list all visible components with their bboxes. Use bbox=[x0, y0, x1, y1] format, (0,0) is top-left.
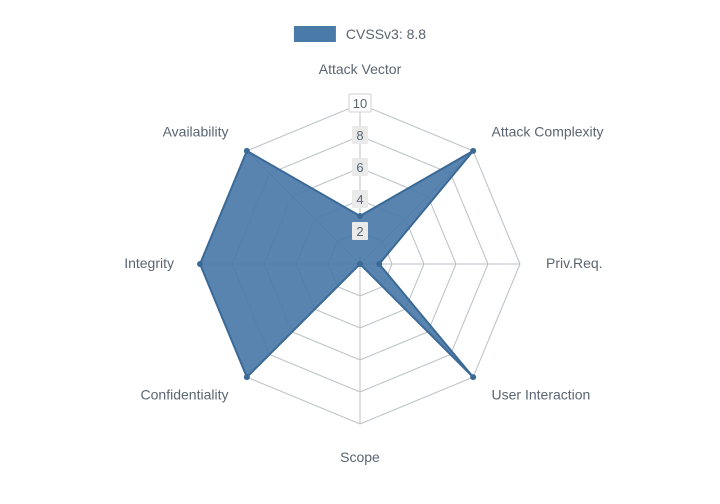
radar-series-point bbox=[357, 213, 363, 219]
tick-label: 10 bbox=[353, 96, 367, 111]
axis-label: Priv.Req. bbox=[546, 255, 603, 271]
axis-label: Attack Complexity bbox=[492, 123, 604, 139]
radar-series-point bbox=[357, 261, 363, 267]
radar-series-point bbox=[244, 374, 250, 380]
axis-label: Availability bbox=[163, 123, 229, 139]
chart-legend: CVSSv3: 8.8 bbox=[294, 26, 426, 42]
radar-series-point bbox=[376, 261, 382, 267]
radar-chart-svg: Attack Vector Attack Complexity Priv.Req. U… bbox=[0, 0, 720, 504]
legend-label: CVSSv3: 8.8 bbox=[346, 26, 426, 42]
axis-label: Attack Vector bbox=[319, 61, 402, 77]
radar-series-point bbox=[470, 148, 476, 154]
tick-label: 8 bbox=[356, 128, 363, 143]
axis-label: Scope bbox=[340, 449, 380, 465]
radar-series-point bbox=[244, 148, 250, 154]
axis-label: Confidentiality bbox=[141, 387, 229, 403]
radar-series-point bbox=[197, 261, 203, 267]
tick-label: 2 bbox=[356, 224, 363, 239]
tick-label: 4 bbox=[356, 192, 363, 207]
radar-series-point bbox=[470, 374, 476, 380]
radar-chart-container: CVSSv3: 8.8 Attack Vector Attack Complexi… bbox=[0, 0, 720, 504]
axis-label: Integrity bbox=[124, 255, 174, 271]
legend-swatch bbox=[294, 26, 336, 42]
tick-label: 6 bbox=[356, 160, 363, 175]
axis-label: User Interaction bbox=[492, 387, 591, 403]
